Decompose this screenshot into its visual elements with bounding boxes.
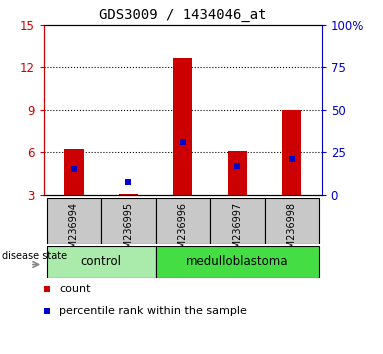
Text: medulloblastoma: medulloblastoma — [186, 256, 288, 268]
Text: count: count — [59, 284, 91, 295]
Text: GSM236996: GSM236996 — [178, 202, 188, 261]
Bar — [228, 151, 247, 195]
Text: percentile rank within the sample: percentile rank within the sample — [59, 306, 247, 316]
Text: GSM236995: GSM236995 — [123, 202, 133, 261]
Title: GDS3009 / 1434046_at: GDS3009 / 1434046_at — [99, 8, 267, 22]
Bar — [210, 198, 265, 244]
Text: GSM236998: GSM236998 — [287, 202, 297, 261]
Text: control: control — [81, 256, 122, 268]
Text: GSM236997: GSM236997 — [232, 202, 242, 261]
Bar — [101, 198, 155, 244]
Text: GSM236994: GSM236994 — [69, 202, 79, 261]
Bar — [47, 246, 155, 278]
Bar — [119, 194, 138, 195]
Bar — [155, 198, 210, 244]
Text: disease state: disease state — [2, 251, 67, 261]
Bar — [282, 110, 301, 195]
Bar — [265, 198, 319, 244]
Bar — [64, 149, 83, 195]
Bar — [173, 58, 192, 195]
Bar — [155, 246, 319, 278]
Bar — [47, 198, 101, 244]
